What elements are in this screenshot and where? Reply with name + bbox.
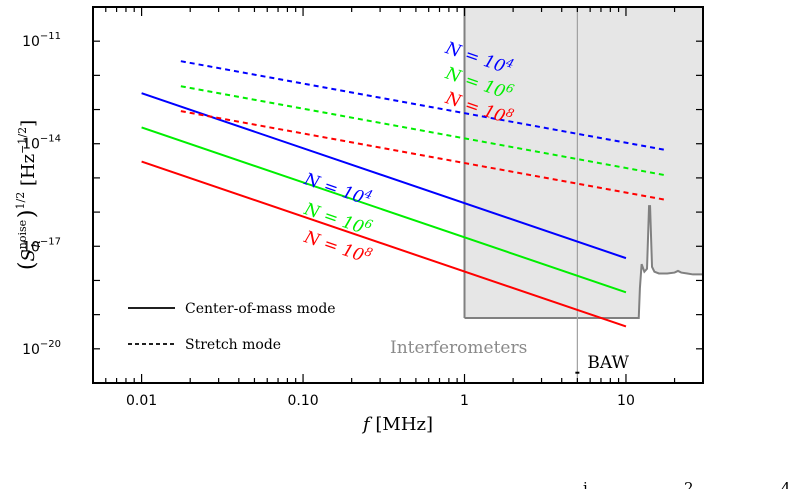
cropped-footer-glyph: i bbox=[583, 479, 588, 489]
series-line-com-2 bbox=[141, 160, 627, 328]
x-tick-label: 1 bbox=[460, 393, 469, 409]
y-tick-base: 10 bbox=[22, 137, 40, 153]
legend-label-1: Stretch mode bbox=[185, 337, 281, 353]
y-label-sup: noise bbox=[16, 220, 29, 249]
interferometers-label: Interferometers bbox=[390, 338, 527, 358]
y-tick-label: 10−20 bbox=[22, 339, 61, 358]
cropped-footer-glyph: 4 bbox=[781, 479, 791, 489]
y-tick-label: 10−11 bbox=[22, 31, 61, 50]
y-label-unit-power: −1/2 bbox=[16, 127, 29, 154]
y-tick-label: 10−14 bbox=[22, 134, 61, 153]
series-line-stretch-4 bbox=[180, 85, 666, 177]
y-axis-label: (Snoiseh)1/2 [Hz−1/2] bbox=[14, 120, 43, 270]
x-axis-label: f [MHz] bbox=[361, 414, 433, 435]
series-line-com-0 bbox=[141, 92, 627, 260]
y-tick-exponent: −14 bbox=[40, 134, 61, 145]
y-tick-base: 10 bbox=[22, 34, 40, 50]
y-label-paren: ( bbox=[15, 262, 40, 271]
baw-label: BAW bbox=[587, 353, 629, 373]
interferometer-sensitivity-curve bbox=[464, 205, 703, 319]
y-label-unit-close: ] bbox=[18, 120, 39, 127]
y-label-paren-close: ) bbox=[15, 209, 40, 218]
y-tick-base: 10 bbox=[22, 239, 40, 255]
y-tick-base: 10 bbox=[22, 342, 40, 358]
y-tick-label: 10−17 bbox=[22, 236, 61, 255]
x-axis-label-unit: [MHz] bbox=[370, 414, 433, 435]
series-line-stretch-3 bbox=[180, 60, 666, 151]
plot-contents bbox=[141, 7, 703, 383]
curve-label-exponent: 4 bbox=[503, 55, 516, 71]
y-label-power: 1/2 bbox=[14, 192, 27, 210]
series-line-stretch-5 bbox=[180, 110, 666, 201]
x-tick-label: 0.01 bbox=[126, 393, 157, 409]
series-line-com-1 bbox=[141, 126, 627, 294]
curve-label-exponent: 4 bbox=[362, 186, 375, 202]
plot-frame bbox=[92, 6, 704, 384]
y-label-sub: h bbox=[29, 240, 43, 248]
x-tick-label: 10 bbox=[617, 393, 635, 409]
legend: Center-of-mass mode Stretch mode bbox=[128, 301, 336, 353]
legend-label-0: Center-of-mass mode bbox=[185, 301, 336, 317]
y-label-S: S bbox=[18, 249, 39, 261]
curve-label-5: N = 108 bbox=[301, 224, 375, 269]
y-tick-exponent: −20 bbox=[40, 339, 61, 350]
interferometer-region bbox=[464, 7, 703, 318]
y-tick-exponent: −17 bbox=[40, 236, 61, 247]
y-label-unit: [Hz bbox=[18, 154, 39, 192]
cropped-footer-glyph: 2 bbox=[684, 479, 694, 489]
x-tick-label: 0.10 bbox=[287, 393, 318, 409]
y-tick-exponent: −11 bbox=[40, 31, 61, 42]
